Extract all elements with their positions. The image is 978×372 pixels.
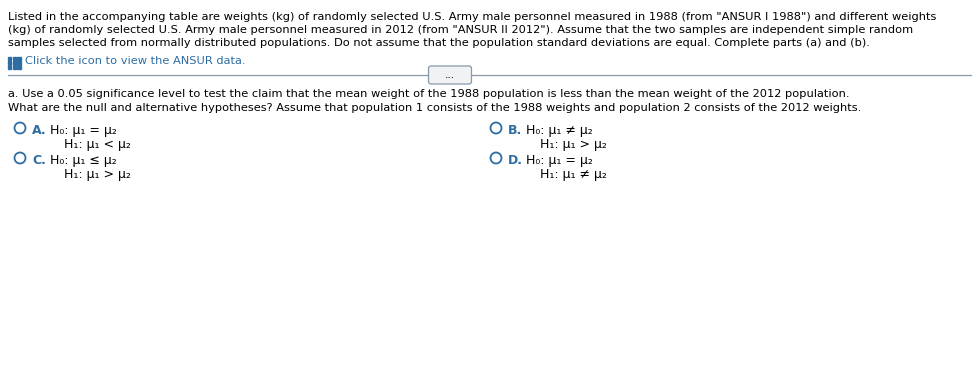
Bar (18, 61, 21, 65)
Bar (8, 66, 12, 70)
Text: C.: C. (32, 154, 46, 167)
Text: D.: D. (508, 154, 522, 167)
Text: Click the icon to view the ANSUR data.: Click the icon to view the ANSUR data. (25, 56, 245, 66)
Bar (13, 66, 17, 70)
Text: a. Use a 0.05 significance level to test the claim that the mean weight of the 1: a. Use a 0.05 significance level to test… (8, 89, 849, 99)
Text: H₀: μ₁ = μ₂: H₀: μ₁ = μ₂ (525, 154, 593, 167)
Bar (8, 61, 12, 65)
Text: H₁: μ₁ > μ₂: H₁: μ₁ > μ₂ (64, 168, 131, 181)
Text: H₀: μ₁ = μ₂: H₀: μ₁ = μ₂ (50, 124, 116, 137)
Text: H₁: μ₁ > μ₂: H₁: μ₁ > μ₂ (540, 138, 606, 151)
Text: B.: B. (508, 124, 521, 137)
Text: H₁: μ₁ < μ₂: H₁: μ₁ < μ₂ (64, 138, 131, 151)
Text: ...: ... (444, 70, 455, 80)
Bar (13, 57, 17, 60)
Text: samples selected from normally distributed populations. Do not assume that the p: samples selected from normally distribut… (8, 38, 869, 48)
Text: H₁: μ₁ ≠ μ₂: H₁: μ₁ ≠ μ₂ (540, 168, 606, 181)
Bar (18, 66, 21, 70)
Text: H₀: μ₁ ≤ μ₂: H₀: μ₁ ≤ μ₂ (50, 154, 116, 167)
Bar (8, 57, 12, 60)
Text: (kg) of randomly selected U.S. Army male personnel measured in 2012 (from "ANSUR: (kg) of randomly selected U.S. Army male… (8, 25, 912, 35)
Text: Listed in the accompanying table are weights (kg) of randomly selected U.S. Army: Listed in the accompanying table are wei… (8, 12, 935, 22)
Text: What are the null and alternative hypotheses? Assume that population 1 consists : What are the null and alternative hypoth… (8, 103, 861, 113)
Text: A.: A. (32, 124, 47, 137)
FancyBboxPatch shape (428, 66, 471, 84)
Bar (18, 57, 21, 60)
Bar (13, 61, 17, 65)
Text: H₀: μ₁ ≠ μ₂: H₀: μ₁ ≠ μ₂ (525, 124, 592, 137)
